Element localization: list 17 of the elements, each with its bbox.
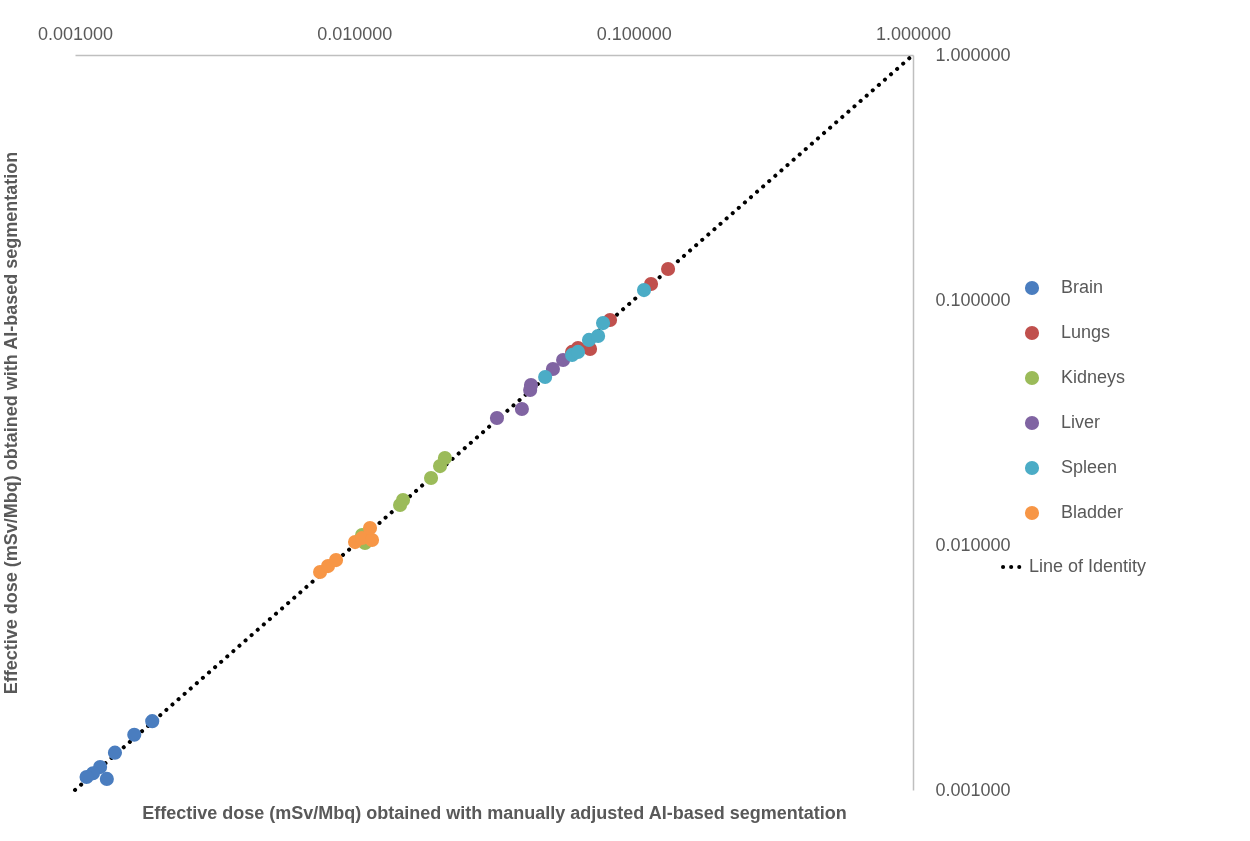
x-tick-label: 0.100000: [596, 23, 672, 44]
x-tick-label: 0.001000: [37, 23, 114, 44]
legend-label: Line of Identity: [1029, 556, 1147, 576]
legend-label: Kidneys: [1061, 367, 1126, 387]
x-tick-label: 0.010000: [317, 23, 393, 44]
legend-label: Bladder: [1061, 502, 1124, 522]
y-axis-title: Effective dose (mSv/Mbq) obtained with AI-based segmentation: [0, 151, 21, 695]
legend-label: Lungs: [1061, 322, 1111, 342]
y-tick-label: 0.100000: [935, 289, 1011, 310]
x-tick-label: 1.000000: [875, 23, 952, 44]
legend-label: Spleen: [1061, 457, 1118, 477]
x-axis-title: Effective dose (mSv/Mbq) obtained with manually adjusted AI-based segmentation: [142, 802, 847, 823]
y-tick-label: 0.010000: [935, 534, 1011, 555]
legend-label: Brain: [1061, 277, 1104, 297]
legend-label: Liver: [1061, 412, 1101, 432]
y-tick-label: 0.001000: [935, 779, 1011, 800]
y-tick-label: 1.000000: [935, 44, 1011, 65]
